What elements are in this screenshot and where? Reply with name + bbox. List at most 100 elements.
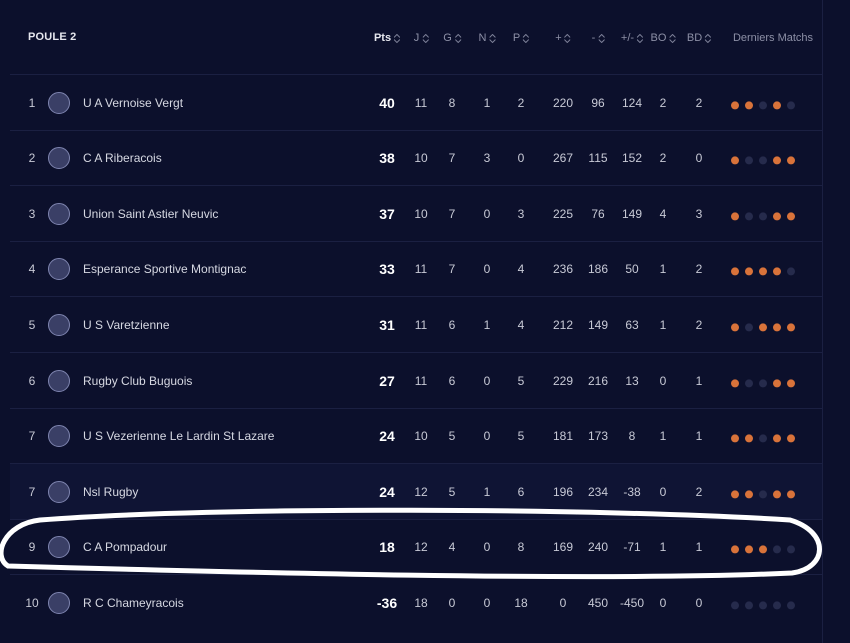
stat-value: 5 — [448, 429, 456, 444]
form-dot — [773, 100, 781, 109]
stat-value: 1 — [483, 95, 491, 110]
stat-value: 236 — [552, 262, 574, 277]
stat-value: 0 — [695, 595, 703, 610]
column-header[interactable]: P — [513, 32, 530, 44]
sort-icon — [394, 33, 401, 43]
stat-value: 0 — [559, 595, 567, 610]
form-dot — [773, 378, 781, 387]
form-dot — [787, 100, 795, 109]
stat-value: 229 — [552, 373, 574, 388]
stat-value: 1 — [695, 373, 703, 388]
stat-value: 3 — [695, 206, 703, 221]
stat-value: 27 — [379, 372, 395, 389]
stat-value: -38 — [623, 484, 641, 499]
pool-title: POULE 2 — [28, 31, 77, 43]
stat-value: 4 — [659, 206, 667, 221]
team-name: Nsl Rugby — [83, 484, 139, 499]
form-dot — [787, 434, 795, 443]
column-label: J — [413, 32, 420, 44]
column-header[interactable]: BD — [687, 32, 712, 44]
form-dot — [745, 323, 753, 332]
team-row: 3 Union Saint Astier Neuvic 37 10 7 0 3 225 76 14… — [10, 185, 822, 241]
stat-value: 5 — [448, 484, 456, 499]
form-dot — [759, 212, 767, 221]
column-header[interactable]: BO — [651, 32, 676, 44]
stat-value: 18 — [379, 539, 395, 556]
stat-value: 76 — [591, 206, 605, 221]
stat-value: 8 — [448, 95, 456, 110]
stat-value: 11 — [414, 317, 428, 332]
stat-value: 0 — [483, 262, 491, 277]
stat-value: 11 — [414, 262, 428, 277]
stat-value: 0 — [448, 595, 456, 610]
stat-value: 1 — [659, 262, 667, 277]
form-dot — [773, 434, 781, 443]
stat-value: 63 — [625, 317, 639, 332]
team-name: R C Chameyracois — [83, 595, 184, 610]
form-dot — [745, 434, 753, 443]
column-header[interactable]: N — [479, 32, 496, 44]
form-dot — [787, 267, 795, 276]
stat-value: 4 — [448, 540, 456, 555]
stat-value: 169 — [552, 540, 574, 555]
team-name: C A Pompadour — [83, 540, 168, 555]
form-dot — [773, 323, 781, 332]
team-logo — [48, 202, 70, 225]
stat-value: 4 — [517, 262, 525, 277]
team-logo — [48, 369, 70, 392]
team-name: U S Vezerienne Le Lardin St Lazare — [83, 429, 275, 444]
stat-value: 173 — [587, 429, 609, 444]
column-header[interactable]: Pts — [374, 32, 401, 44]
sort-icon — [564, 33, 571, 43]
stat-value: 1 — [659, 540, 667, 555]
stat-value: 4 — [517, 317, 525, 332]
column-header[interactable]: +/- — [621, 32, 644, 44]
stat-value: 50 — [625, 262, 639, 277]
stat-value: 2 — [659, 151, 667, 166]
form-dot — [787, 490, 795, 499]
column-header[interactable]: J — [414, 32, 429, 44]
stat-value: 11 — [414, 373, 428, 388]
rank: 6 — [28, 373, 36, 388]
form-dot — [731, 490, 739, 499]
form-dot — [745, 156, 753, 165]
stat-value: 1 — [483, 317, 491, 332]
team-logo — [48, 147, 70, 170]
column-header[interactable]: G — [443, 32, 461, 44]
team-name: C A Riberacois — [83, 151, 162, 166]
stat-value: 267 — [552, 151, 574, 166]
team-row: 7 Nsl Rugby 24 12 5 1 6 196 234 -38 0 2 — [10, 463, 822, 520]
stat-value: 3 — [517, 206, 525, 221]
form-dot — [759, 601, 767, 610]
form-dot — [787, 323, 795, 332]
team-logo — [48, 480, 70, 503]
stat-value: 24 — [379, 428, 395, 445]
form-dot — [787, 156, 795, 165]
sort-icon — [598, 33, 605, 43]
stat-value: 1 — [659, 317, 667, 332]
stat-value: 37 — [379, 205, 395, 222]
stat-value: 10 — [414, 151, 428, 166]
stat-value: 234 — [587, 484, 609, 499]
form-dot — [731, 601, 739, 610]
stat-value: 0 — [695, 151, 703, 166]
column-label: BO — [650, 32, 667, 44]
team-logo — [48, 258, 70, 281]
form-dot — [731, 267, 739, 276]
stat-value: 186 — [587, 262, 609, 277]
stat-value: 40 — [379, 94, 395, 111]
stat-value: 13 — [625, 373, 639, 388]
stat-value: 12 — [414, 540, 428, 555]
stat-value: 0 — [517, 151, 525, 166]
team-row: 5 U S Varetzienne 31 11 6 1 4 212 149 63 1 2 — [10, 296, 822, 352]
stat-value: 149 — [621, 206, 643, 221]
column-label: G — [443, 32, 452, 44]
stat-value: 1 — [695, 429, 703, 444]
form-dot — [745, 267, 753, 276]
column-header[interactable]: - — [592, 32, 605, 44]
sort-icon — [523, 33, 530, 43]
stat-value: 240 — [587, 540, 609, 555]
sort-icon — [669, 33, 676, 43]
column-header[interactable]: + — [555, 32, 571, 44]
stat-value: 0 — [659, 373, 667, 388]
